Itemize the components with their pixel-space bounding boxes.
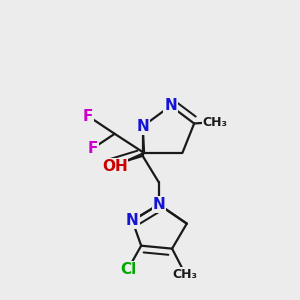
Text: N: N (152, 197, 165, 212)
Text: N: N (164, 98, 177, 113)
Text: N: N (126, 213, 139, 228)
Text: F: F (83, 109, 93, 124)
Text: CH₃: CH₃ (173, 268, 198, 281)
Text: N: N (136, 119, 149, 134)
Text: CH₃: CH₃ (202, 116, 227, 128)
Text: Cl: Cl (120, 262, 136, 277)
Text: OH: OH (102, 159, 128, 174)
Text: O: O (102, 159, 115, 174)
Text: F: F (87, 141, 98, 156)
